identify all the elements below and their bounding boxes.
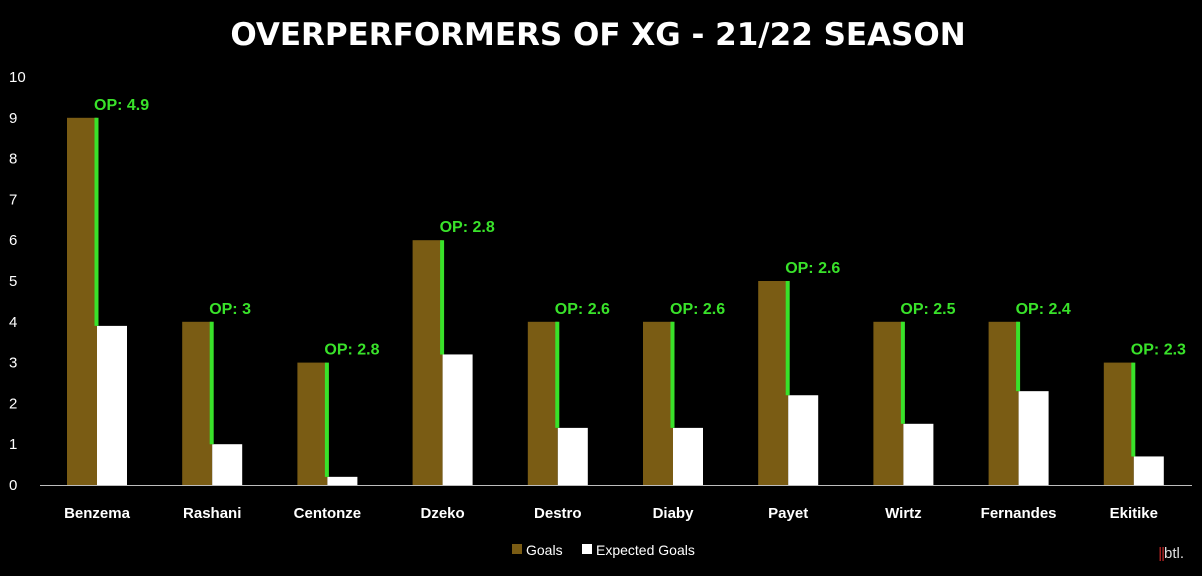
y-tick-label: 5 <box>9 273 17 290</box>
x-tick-label: Benzema <box>64 505 131 522</box>
expected-goals-bar <box>557 427 588 485</box>
overperformance-label: OP: 2.6 <box>670 301 725 318</box>
legend-swatch <box>512 544 522 554</box>
overperformance-label: OP: 2.8 <box>440 219 495 236</box>
y-tick-label: 2 <box>9 395 17 412</box>
y-tick-label: 3 <box>9 355 17 372</box>
y-tick-label: 6 <box>9 232 17 249</box>
overperformance-label: OP: 2.5 <box>900 301 955 318</box>
overperformance-label: OP: 2.3 <box>1131 342 1186 359</box>
watermark-text: btl. <box>1163 545 1184 562</box>
goals-bar <box>67 117 97 486</box>
x-tick-label: Fernandes <box>981 505 1057 522</box>
chart-title: OVERPERFORMERS OF XG - 21/22 SEASON <box>230 17 965 53</box>
y-tick-label: 1 <box>9 436 17 453</box>
goals-bar <box>988 321 1019 485</box>
overperformance-label: OP: 2.6 <box>785 260 840 277</box>
goals-bar <box>527 321 558 485</box>
expected-goals-bar <box>788 395 819 485</box>
y-tick-label: 7 <box>9 191 17 208</box>
expected-goals-bar <box>97 325 127 485</box>
legend-swatch <box>582 544 592 554</box>
overperformance-label: OP: 2.4 <box>1016 301 1071 318</box>
legend-label: Goals <box>526 542 563 558</box>
overperformance-label: OP: 2.8 <box>324 342 379 359</box>
y-tick-label: 10 <box>9 69 26 86</box>
expected-goals-bar <box>673 427 703 485</box>
expected-goals-bar <box>212 444 243 485</box>
x-tick-label: Destro <box>534 505 582 522</box>
y-tick-label: 8 <box>9 151 17 168</box>
goals-bar <box>1103 362 1134 485</box>
expected-goals-bar <box>1018 391 1049 485</box>
x-tick-label: Payet <box>768 505 808 522</box>
y-tick-label: 9 <box>9 110 17 127</box>
x-tick-label: Centonze <box>294 505 362 522</box>
goals-bar <box>297 362 328 485</box>
goals-bar <box>873 321 904 485</box>
watermark-bars: || <box>1158 545 1165 562</box>
x-tick-label: Ekitike <box>1110 505 1158 522</box>
overperformance-label: OP: 4.9 <box>94 97 149 114</box>
goals-bar <box>412 240 443 485</box>
x-tick-label: Dzeko <box>421 505 465 522</box>
expected-goals-bar <box>903 423 934 485</box>
expected-goals-bar <box>327 476 358 485</box>
goals-bar <box>643 321 673 485</box>
x-tick-label: Rashani <box>183 505 241 522</box>
expected-goals-bar <box>1133 456 1164 485</box>
x-tick-label: Diaby <box>653 505 695 522</box>
brand-watermark: ||btl. <box>1158 545 1184 562</box>
overperformance-label: OP: 3 <box>209 301 251 318</box>
goals-bar <box>758 281 789 485</box>
overperformance-label: OP: 2.6 <box>555 301 610 318</box>
expected-goals-bar <box>442 354 473 485</box>
legend-label: Expected Goals <box>596 542 695 558</box>
y-tick-label: 0 <box>9 477 17 494</box>
y-tick-label: 4 <box>9 314 17 331</box>
goals-bar <box>182 321 213 485</box>
x-tick-label: Wirtz <box>885 505 922 522</box>
